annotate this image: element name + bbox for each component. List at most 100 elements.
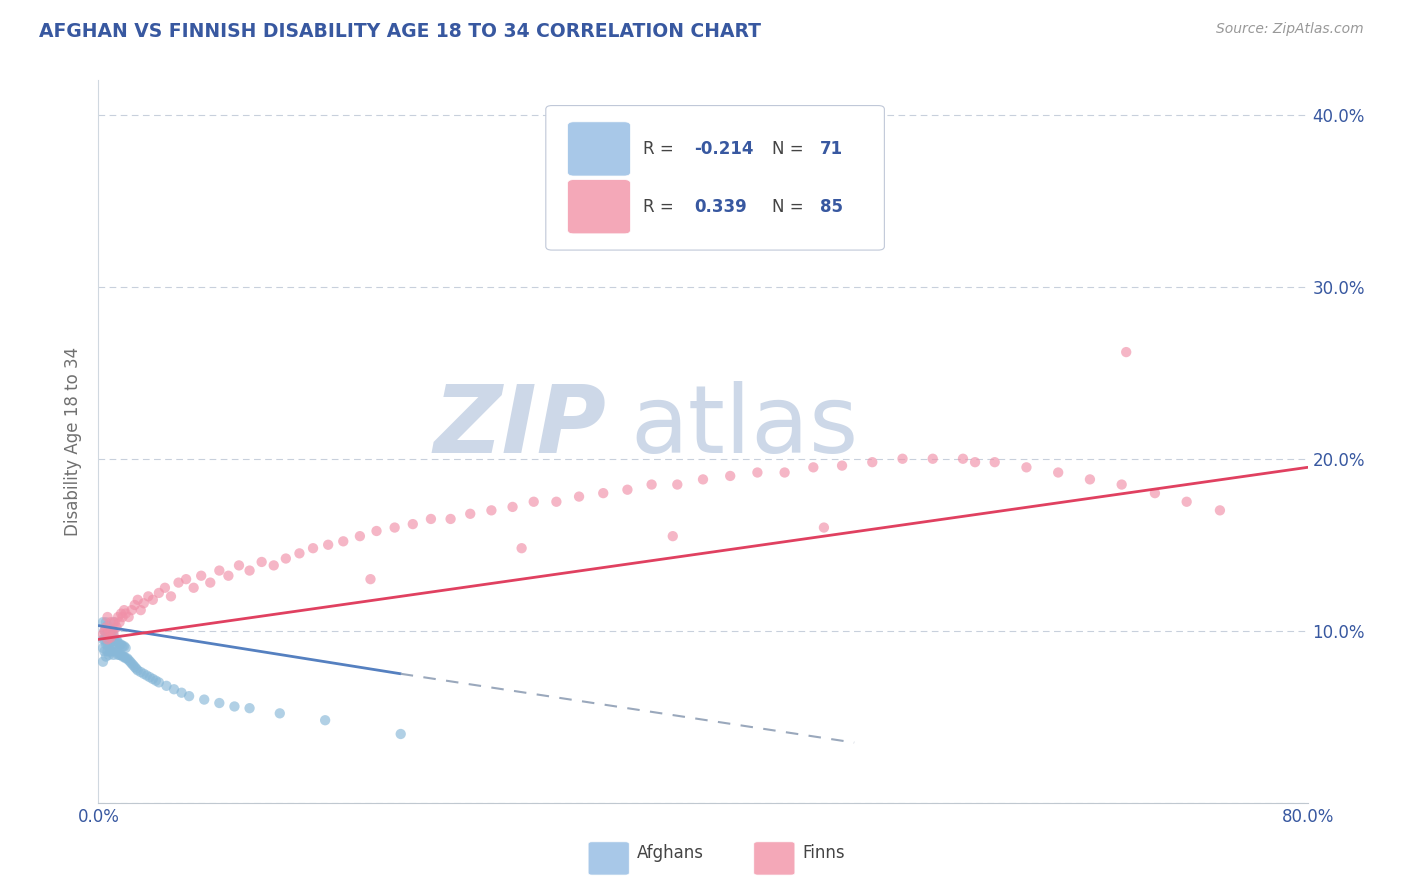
- Point: [124, 598, 146, 612]
- Point: [349, 529, 371, 543]
- Point: [481, 503, 503, 517]
- Point: [125, 662, 148, 676]
- Point: [127, 664, 149, 678]
- Point: [118, 653, 141, 667]
- Point: [200, 575, 222, 590]
- Point: [114, 651, 136, 665]
- Text: R =: R =: [643, 198, 673, 216]
- Point: [568, 490, 591, 504]
- Point: [510, 541, 533, 556]
- Text: N =: N =: [772, 198, 804, 216]
- Point: [640, 477, 662, 491]
- Point: [96, 618, 118, 632]
- Point: [160, 590, 183, 604]
- Point: [384, 520, 406, 534]
- Point: [332, 534, 354, 549]
- Point: [360, 572, 382, 586]
- Point: [100, 631, 122, 645]
- Point: [103, 624, 125, 638]
- Point: [94, 620, 117, 634]
- Text: ZIP: ZIP: [433, 381, 606, 473]
- Point: [129, 665, 152, 679]
- Point: [274, 551, 297, 566]
- Point: [112, 649, 135, 664]
- Point: [93, 624, 115, 638]
- Point: [263, 558, 285, 573]
- Point: [111, 649, 134, 664]
- Point: [163, 682, 186, 697]
- Point: [94, 615, 117, 630]
- Point: [103, 632, 125, 647]
- Point: [666, 477, 689, 491]
- Point: [1209, 503, 1232, 517]
- Point: [91, 632, 114, 647]
- Text: N =: N =: [772, 140, 804, 158]
- Point: [96, 638, 118, 652]
- Text: 0.339: 0.339: [695, 198, 747, 216]
- Point: [103, 640, 125, 655]
- Point: [983, 455, 1005, 469]
- Point: [91, 640, 114, 655]
- Point: [111, 639, 134, 653]
- Point: [103, 627, 125, 641]
- Text: 85: 85: [820, 198, 844, 216]
- FancyBboxPatch shape: [588, 842, 630, 875]
- Point: [502, 500, 524, 514]
- Point: [114, 607, 136, 621]
- Point: [96, 632, 118, 647]
- Point: [105, 632, 128, 647]
- Point: [288, 546, 311, 560]
- Point: [91, 627, 114, 641]
- Text: AFGHAN VS FINNISH DISABILITY AGE 18 TO 34 CORRELATION CHART: AFGHAN VS FINNISH DISABILITY AGE 18 TO 3…: [39, 22, 762, 41]
- Point: [250, 555, 273, 569]
- Point: [718, 469, 741, 483]
- Point: [103, 615, 125, 630]
- Point: [145, 673, 167, 688]
- Point: [132, 666, 155, 681]
- Point: [965, 455, 987, 469]
- Point: [110, 648, 132, 662]
- Point: [105, 620, 128, 634]
- Point: [100, 636, 122, 650]
- Point: [366, 524, 388, 538]
- Point: [269, 706, 291, 721]
- Point: [167, 575, 190, 590]
- Point: [228, 558, 250, 573]
- Point: [174, 572, 197, 586]
- Point: [1175, 494, 1198, 508]
- Point: [217, 568, 239, 582]
- Point: [96, 644, 118, 658]
- FancyBboxPatch shape: [568, 122, 630, 176]
- Point: [98, 648, 121, 662]
- Point: [93, 632, 115, 647]
- Point: [747, 466, 769, 480]
- Point: [239, 564, 262, 578]
- Point: [389, 727, 412, 741]
- FancyBboxPatch shape: [568, 179, 630, 234]
- Point: [105, 644, 128, 658]
- Point: [107, 610, 129, 624]
- Point: [135, 668, 157, 682]
- Point: [120, 655, 142, 669]
- Point: [93, 644, 115, 658]
- Point: [458, 507, 481, 521]
- Point: [122, 658, 145, 673]
- Point: [110, 638, 132, 652]
- Point: [1115, 345, 1137, 359]
- Point: [110, 607, 132, 621]
- Text: atlas: atlas: [630, 381, 859, 473]
- Point: [302, 541, 325, 556]
- Point: [136, 590, 159, 604]
- Point: [91, 615, 114, 630]
- Point: [891, 451, 914, 466]
- Point: [616, 483, 638, 497]
- Point: [148, 675, 170, 690]
- Text: -0.214: -0.214: [695, 140, 754, 158]
- Text: R =: R =: [643, 140, 673, 158]
- Point: [107, 636, 129, 650]
- Text: Afghans: Afghans: [637, 845, 703, 863]
- Point: [121, 657, 143, 671]
- Point: [952, 451, 974, 466]
- Point: [813, 520, 835, 534]
- Point: [142, 592, 165, 607]
